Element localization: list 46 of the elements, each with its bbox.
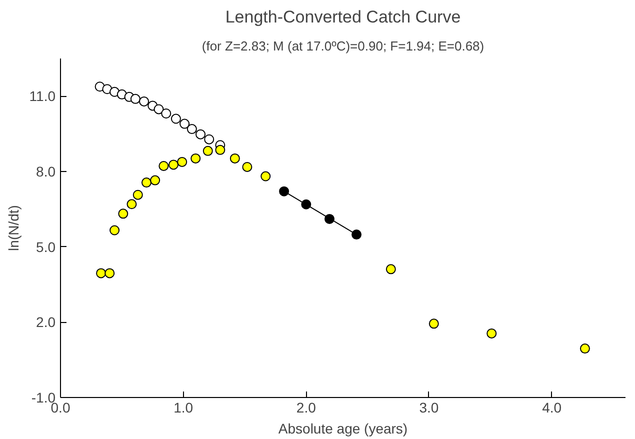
- point: [352, 230, 362, 240]
- point: [177, 156, 188, 167]
- point: [324, 214, 334, 224]
- point: [204, 134, 214, 144]
- chart-subtitle: (for Z=2.83; M (at 17.0ºC)=0.90; F=1.94; E=0.68): [202, 38, 484, 54]
- point: [386, 264, 396, 274]
- chart-title: Length-Converted Catch Curve: [225, 8, 461, 26]
- point: [132, 190, 143, 200]
- x-tick-label: 2.0: [296, 400, 316, 416]
- point: [168, 160, 178, 170]
- point: [486, 328, 497, 338]
- point: [260, 171, 271, 182]
- point: [242, 162, 252, 172]
- y-tick-label: 5.0: [36, 238, 56, 255]
- point: [139, 96, 150, 106]
- point: [118, 208, 128, 219]
- point: [170, 114, 181, 124]
- point: [141, 178, 152, 188]
- point: [96, 268, 106, 278]
- point: [279, 186, 290, 196]
- point: [104, 268, 115, 278]
- point: [126, 199, 137, 210]
- y-tick-label: 2.0: [36, 314, 56, 330]
- point: [580, 344, 590, 354]
- y-tick-label: 11.0: [29, 88, 56, 104]
- point: [158, 160, 169, 171]
- point: [110, 225, 120, 236]
- point: [196, 129, 206, 140]
- x-tick-label: 4.0: [542, 400, 562, 416]
- point: [186, 124, 197, 134]
- point: [428, 318, 439, 329]
- x-tick-label: 1.0: [174, 400, 194, 416]
- x-axis-title: Absolute age (years): [278, 420, 408, 436]
- point: [154, 104, 164, 114]
- point: [301, 199, 312, 210]
- point: [215, 144, 226, 155]
- point: [230, 153, 240, 164]
- point: [202, 146, 213, 156]
- y-tick-label: 8.0: [36, 164, 56, 180]
- x-tick-label: 3.0: [419, 400, 439, 416]
- point: [190, 153, 201, 164]
- point: [180, 118, 190, 129]
- point: [150, 175, 160, 186]
- y-axis-title: ln(N/dt): [5, 205, 22, 251]
- point: [161, 108, 172, 118]
- point: [130, 94, 140, 104]
